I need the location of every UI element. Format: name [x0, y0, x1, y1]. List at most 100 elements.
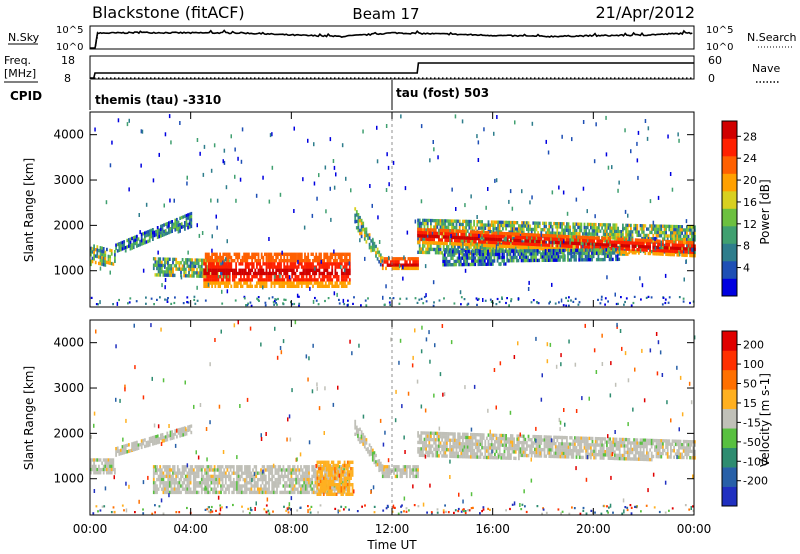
scatter-cell [599, 251, 601, 255]
scatter-cell [599, 257, 601, 262]
scatter-cell [559, 241, 562, 245]
scatter-cell [545, 233, 547, 238]
scatter-cell [179, 229, 181, 233]
scatter-cell [156, 471, 158, 475]
scatter-cell [210, 465, 213, 469]
scatter-cell [475, 253, 478, 257]
scatter-cell [494, 244, 496, 248]
scatter-cell [197, 474, 200, 479]
scatter-cell [134, 235, 137, 239]
scatter-cell [152, 474, 155, 479]
scatter-cell [436, 225, 439, 229]
scatter-cell [184, 224, 186, 228]
scatter-cell [536, 249, 539, 253]
scatter-cell [444, 219, 447, 223]
scatter-cell [674, 228, 677, 232]
scatter-cell [109, 458, 111, 462]
scatter-cell [515, 249, 518, 253]
scatter-cell [673, 224, 675, 229]
scatter-cell [164, 474, 166, 479]
scatter-cell [625, 226, 627, 231]
scatter-cell [96, 254, 99, 259]
scatter-cell [329, 278, 332, 282]
scatter-cell [537, 231, 539, 235]
scatter-cell [546, 252, 549, 256]
scatter-cell [126, 443, 129, 447]
scatter-cell [227, 284, 229, 288]
scatter-cell [170, 302, 173, 305]
scatter-cell [460, 296, 463, 299]
scatter-cell [187, 213, 189, 217]
scatter-cell [423, 225, 426, 229]
scatter-cell [682, 228, 685, 232]
scatter-cell [611, 251, 614, 255]
scatter-cell [235, 262, 237, 266]
scatter-cell [511, 220, 514, 225]
scatter-cell [618, 257, 621, 261]
scatter-cell [337, 284, 340, 288]
scatter-cell [673, 249, 675, 254]
scatter-cell [610, 232, 613, 237]
scatter-cell [222, 268, 225, 272]
scatter-cell [567, 222, 570, 226]
scatter-cell [622, 244, 624, 248]
scatter-cell [639, 241, 642, 246]
scatter-cell [426, 225, 429, 229]
scatter-cell [194, 465, 197, 469]
scatter-cell [210, 477, 213, 482]
scatter-cell [495, 234, 498, 239]
scatter-cell [106, 247, 108, 252]
scatter-cell [441, 238, 443, 242]
scatter-cell [94, 260, 97, 265]
scatter-cell [94, 467, 97, 472]
scatter-cell [272, 268, 274, 272]
scatter-cell [509, 255, 512, 260]
scatter-cell [264, 487, 267, 491]
scatter-cell [183, 468, 186, 472]
scatter-cell [489, 249, 491, 253]
scatter-cell [679, 250, 682, 254]
scatter-cell [269, 468, 272, 472]
scatter-cell [238, 271, 241, 276]
scatter-cell [339, 281, 342, 285]
scatter-cell [527, 236, 530, 240]
scatter-cell [246, 284, 249, 288]
scatter-cell [622, 252, 624, 256]
scatter-cell [386, 263, 389, 267]
scatter-cell [654, 227, 656, 231]
scatter-cell [610, 251, 613, 255]
scatter-cell [232, 259, 234, 263]
scatter-cell [417, 250, 419, 254]
scatter-cell [216, 259, 218, 263]
scatter-cell [176, 471, 179, 475]
scatter-cell [262, 175, 264, 180]
scatter-cell [642, 248, 645, 252]
scatter-cell [112, 303, 114, 306]
scatter-cell [168, 221, 170, 225]
scatter-cell [164, 438, 167, 442]
scatter-cell [482, 243, 485, 248]
scatter-cell [598, 223, 600, 227]
scatter-cell [202, 487, 205, 491]
scatter-cell [153, 233, 156, 238]
scatter-cell [650, 237, 653, 241]
scatter-cell [213, 465, 216, 469]
scatter-cell [208, 465, 211, 469]
scatter-cell [551, 243, 554, 248]
scatter-cell [281, 268, 284, 272]
scatter-cell [513, 227, 515, 231]
scatter-cell [267, 271, 270, 276]
scatter-cell [588, 229, 591, 233]
scatter-cell [547, 150, 550, 155]
scatter-cell [475, 259, 478, 263]
scatter-cell [487, 187, 489, 191]
scatter-cell [232, 481, 235, 485]
scatter-cell [147, 233, 149, 237]
scatter-cell [258, 471, 261, 475]
scatter-cell [479, 223, 482, 227]
scatter-cell [458, 259, 461, 264]
scatter-cell [502, 235, 504, 239]
scatter-cell [580, 238, 583, 242]
scatter-cell [152, 266, 155, 271]
scatter-cell [548, 228, 551, 232]
